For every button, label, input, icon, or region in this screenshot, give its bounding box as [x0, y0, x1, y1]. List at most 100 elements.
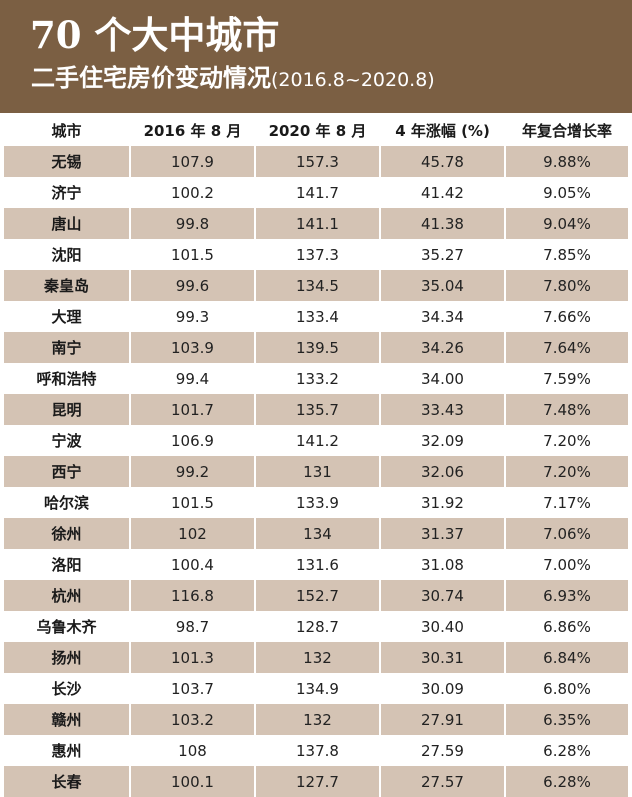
cagr-cell: 7.48% [504, 394, 628, 425]
growth-cell: 34.34 [379, 301, 504, 332]
city-cell: 长沙 [4, 673, 129, 704]
column-header-city: 城市 [51, 122, 82, 140]
table-header-row: 城市 2016 年 8 月 2020 年 8 月 4 年涨幅 (%) 年复合增长… [4, 115, 628, 146]
cagr-cell: 6.28% [504, 766, 628, 797]
table-body: 无锡 107.9 157.3 45.78 9.88% 济宁 100.2 141.7 41.42 9… [4, 146, 628, 797]
column-header-2020: 2020 年 8 月 [254, 115, 379, 146]
price-2020-cell: 141.1 [254, 208, 379, 239]
price-2020-cell: 134 [254, 518, 379, 549]
cagr-cell: 6.80% [504, 673, 628, 704]
cagr-cell: 6.93% [504, 580, 628, 611]
price-2016-cell: 98.7 [129, 611, 254, 642]
table-row: 西宁 99.2 131 32.06 7.20% [4, 456, 628, 487]
price-2016-cell: 103.9 [129, 332, 254, 363]
cagr-cell: 7.17% [504, 487, 628, 518]
cagr-cell: 6.86% [504, 611, 628, 642]
cagr-cell: 7.00% [504, 549, 628, 580]
price-2016-cell: 99.3 [129, 301, 254, 332]
price-2016-cell: 101.7 [129, 394, 254, 425]
price-2016-cell: 100.4 [129, 549, 254, 580]
cagr-cell: 7.59% [504, 363, 628, 394]
price-2016-cell: 100.1 [129, 766, 254, 797]
growth-cell: 27.57 [379, 766, 504, 797]
price-2020-cell: 133.9 [254, 487, 379, 518]
cagr-cell: 7.20% [504, 425, 628, 456]
price-2020-cell: 141.2 [254, 425, 379, 456]
price-2020-cell: 137.8 [254, 735, 379, 766]
city-cell: 洛阳 [4, 549, 129, 580]
price-2016-cell: 116.8 [129, 580, 254, 611]
cagr-cell: 6.35% [504, 704, 628, 735]
cagr-cell: 7.66% [504, 301, 628, 332]
city-cell: 宁波 [4, 425, 129, 456]
city-cell: 呼和浩特 [4, 363, 129, 394]
cagr-cell: 9.04% [504, 208, 628, 239]
cagr-cell: 7.80% [504, 270, 628, 301]
page-subtitle: 二手住宅房价变动情况(2016.8~2020.8) [31, 60, 435, 98]
price-2016-cell: 106.9 [129, 425, 254, 456]
growth-cell: 33.43 [379, 394, 504, 425]
table-row: 无锡 107.9 157.3 45.78 9.88% [4, 146, 628, 177]
city-cell: 昆明 [4, 394, 129, 425]
price-2016-cell: 101.5 [129, 239, 254, 270]
growth-cell: 31.08 [379, 549, 504, 580]
price-2016-cell: 99.8 [129, 208, 254, 239]
growth-cell: 27.59 [379, 735, 504, 766]
growth-cell: 31.37 [379, 518, 504, 549]
city-cell: 杭州 [4, 580, 129, 611]
price-2016-cell: 102 [129, 518, 254, 549]
date-range: (2016.8~2020.8) [271, 69, 435, 91]
growth-cell: 45.78 [379, 146, 504, 177]
cagr-cell: 6.28% [504, 735, 628, 766]
column-header-2016: 2016 年 8 月 [129, 115, 254, 146]
growth-cell: 34.00 [379, 363, 504, 394]
table-row: 赣州 103.2 132 27.91 6.35% [4, 704, 628, 735]
growth-cell: 41.38 [379, 208, 504, 239]
price-2020-cell: 132 [254, 704, 379, 735]
price-2016-cell: 101.3 [129, 642, 254, 673]
table-row: 宁波 106.9 141.2 32.09 7.20% [4, 425, 628, 456]
city-cell: 济宁 [4, 177, 129, 208]
table-row: 长春 100.1 127.7 27.57 6.28% [4, 766, 628, 797]
table-row: 杭州 116.8 152.7 30.74 6.93% [4, 580, 628, 611]
city-cell: 无锡 [4, 146, 129, 177]
growth-cell: 35.04 [379, 270, 504, 301]
price-2020-cell: 132 [254, 642, 379, 673]
table-row: 长沙 103.7 134.9 30.09 6.80% [4, 673, 628, 704]
table-row: 沈阳 101.5 137.3 35.27 7.85% [4, 239, 628, 270]
price-2020-cell: 131 [254, 456, 379, 487]
column-header-cagr: 年复合增长率 [504, 115, 628, 146]
city-cell: 徐州 [4, 518, 129, 549]
table-row: 呼和浩特 99.4 133.2 34.00 7.59% [4, 363, 628, 394]
table-row: 昆明 101.7 135.7 33.43 7.48% [4, 394, 628, 425]
price-2016-cell: 103.2 [129, 704, 254, 735]
growth-cell: 30.74 [379, 580, 504, 611]
city-cell: 西宁 [4, 456, 129, 487]
page-title: 70 个大中城市 [30, 13, 280, 57]
city-cell: 哈尔滨 [4, 487, 129, 518]
price-2020-cell: 134.9 [254, 673, 379, 704]
cagr-cell: 7.85% [504, 239, 628, 270]
growth-cell: 41.42 [379, 177, 504, 208]
price-2016-cell: 103.7 [129, 673, 254, 704]
price-2020-cell: 139.5 [254, 332, 379, 363]
city-cell: 赣州 [4, 704, 129, 735]
table-row: 徐州 102 134 31.37 7.06% [4, 518, 628, 549]
table-row: 秦皇岛 99.6 134.5 35.04 7.80% [4, 270, 628, 301]
price-2016-cell: 100.2 [129, 177, 254, 208]
title-banner: 70 个大中城市 二手住宅房价变动情况(2016.8~2020.8) [0, 0, 632, 113]
growth-cell: 32.06 [379, 456, 504, 487]
growth-cell: 32.09 [379, 425, 504, 456]
price-2016-cell: 99.4 [129, 363, 254, 394]
cagr-cell: 9.05% [504, 177, 628, 208]
price-2020-cell: 141.7 [254, 177, 379, 208]
price-2020-cell: 127.7 [254, 766, 379, 797]
price-2016-cell: 99.2 [129, 456, 254, 487]
cagr-cell: 9.88% [504, 146, 628, 177]
city-cell: 唐山 [4, 208, 129, 239]
price-2020-cell: 133.2 [254, 363, 379, 394]
price-2020-cell: 128.7 [254, 611, 379, 642]
cagr-cell: 7.64% [504, 332, 628, 363]
price-2020-cell: 134.5 [254, 270, 379, 301]
table-row: 洛阳 100.4 131.6 31.08 7.00% [4, 549, 628, 580]
